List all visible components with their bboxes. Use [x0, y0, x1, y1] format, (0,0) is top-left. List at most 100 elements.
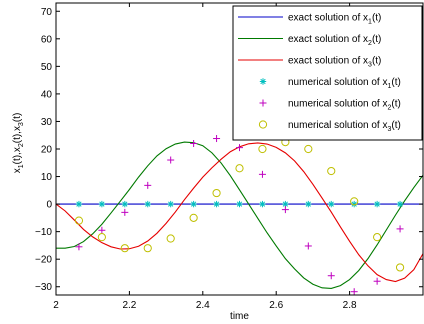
series-5-point-13	[350, 288, 358, 295]
legend-swatch-6-ring	[258, 120, 268, 129]
series-5-point-8	[236, 144, 243, 152]
series-4-point-8-stroke-3	[236, 201, 243, 207]
series-5-point-12	[327, 272, 335, 280]
legend-entry-subscript: 3	[368, 62, 372, 69]
y-tick-label-8: 50	[41, 62, 53, 73]
series-4-point-12-stroke-3	[328, 201, 334, 207]
legend-swatch-4-stroke-3	[260, 78, 266, 85]
legend-entry-text: numerical solution of x	[288, 99, 388, 110]
legend-entry-suffix: (t)	[372, 34, 381, 45]
legend-swatch-4	[259, 78, 267, 85]
legend-entry-text: exact solution of x	[288, 56, 368, 67]
series-6-point-5	[166, 234, 175, 243]
legend-entry-suffix: (t)	[391, 99, 400, 110]
series-4-point-10	[282, 200, 289, 208]
series-6-point-11-ring	[304, 144, 313, 154]
y-tick-label-5: 20	[41, 145, 53, 156]
series-6-point-14	[373, 233, 382, 242]
series-6-point-8-ring	[235, 164, 244, 173]
series-5-point-14	[373, 277, 381, 285]
series-6-point-7-ring	[212, 188, 221, 198]
legend-entry-text: numerical solution of x	[288, 77, 388, 88]
series-4-point-3	[121, 200, 129, 208]
series-6-point-4	[143, 244, 152, 253]
series-4-point-5-stroke-3	[168, 201, 174, 207]
x-tick-label-4: 2.8	[343, 300, 357, 311]
y-axis-label-part: (t),x	[12, 126, 23, 143]
series-5-point-15	[396, 225, 404, 233]
series-4-point-14	[373, 200, 381, 208]
series-5-point-2	[98, 226, 106, 234]
y-tick-label-2: −10	[35, 227, 52, 238]
series-6-point-4-ring	[143, 244, 152, 253]
x-axis-label: time	[230, 311, 249, 322]
series-6-point-2-ring	[97, 233, 106, 242]
series-5-point-4	[144, 181, 152, 189]
series-4-point-6	[190, 200, 197, 208]
y-tick-label-0: −30	[35, 282, 52, 293]
series-4-point-14-stroke-3	[374, 201, 380, 207]
series-6-point-12	[327, 166, 336, 176]
series-4-point-4	[144, 200, 151, 208]
series-4-point-9	[259, 200, 266, 208]
series-5-point-3	[121, 208, 129, 216]
legend-entry-suffix: (t)	[372, 13, 381, 24]
series-6-point-11	[304, 144, 313, 154]
series-5-point-5	[167, 156, 175, 164]
series-5-point-11	[304, 242, 312, 250]
legend-entry-3: exact solution of x3(t)	[288, 56, 381, 69]
y-axis-label-subscript: 1	[18, 164, 25, 168]
legend-entry-subscript: 2	[368, 40, 372, 47]
series-4-point-15	[396, 200, 404, 208]
series-4-point-13-stroke-3	[351, 201, 357, 207]
legend: exact solution of x1(t)exact solution of…	[232, 5, 423, 141]
legend-entry-6: numerical solution of x3(t)	[288, 120, 401, 133]
legend-entry-suffix: (t)	[391, 77, 400, 88]
plot-area	[56, 135, 423, 295]
legend-entry-2: exact solution of x2(t)	[288, 34, 381, 47]
legend-entry-suffix: (t)	[372, 56, 381, 67]
series-5-point-1	[75, 243, 83, 251]
legend-entry-text: exact solution of x	[288, 13, 368, 24]
x-tick-label-3: 2.6	[269, 300, 283, 311]
series-6-point-5-ring	[166, 234, 175, 243]
legend-swatch-5	[259, 99, 267, 107]
series-6-point-12-ring	[327, 166, 336, 176]
series-4-point-9-stroke-3	[259, 201, 266, 207]
legend-entry-5: numerical solution of x2(t)	[288, 99, 401, 112]
series-4-point-15-stroke-3	[397, 201, 403, 207]
y-axis-label-subscript: 2	[18, 143, 25, 147]
series-4-point-5	[167, 200, 174, 208]
series-6-point-2	[97, 233, 106, 242]
x-tick-label-2: 2.4	[196, 300, 210, 311]
y-axis-label-subscript: 3	[18, 122, 25, 126]
series-5-point-6	[190, 139, 198, 147]
legend-entry-subscript: 1	[388, 83, 392, 90]
y-axis-label: x1(t),x2(t),x3(t)	[12, 113, 25, 174]
series-6-point-6-ring	[189, 213, 198, 222]
series-4-point-12	[328, 200, 335, 208]
series-4-point-2	[98, 200, 106, 208]
y-tick-label-4: 10	[41, 172, 53, 183]
legend-entry-suffix: (t)	[391, 120, 400, 131]
series-6-point-13-ring	[350, 197, 359, 206]
x-tick-label-1: 2.2	[122, 300, 136, 311]
series-5-point-10	[281, 206, 289, 214]
series-6-point-13	[350, 197, 359, 206]
legend-entry-subscript: 3	[388, 126, 392, 133]
y-axis-label-part: (t)	[12, 113, 23, 122]
series-4-point-11	[305, 200, 312, 208]
y-tick-label-10: 70	[41, 7, 53, 18]
y-tick-label-9: 60	[41, 34, 53, 45]
series-2-line	[56, 141, 423, 289]
legend-entry-subscript: 2	[388, 105, 392, 112]
x-tick-label-0: 2	[53, 300, 59, 311]
series-4-point-7-stroke-3	[213, 201, 220, 207]
series-group	[56, 135, 423, 295]
series-4-point-10-stroke-3	[282, 201, 289, 207]
y-tick-label-7: 40	[41, 89, 53, 100]
series-6-point-9-ring	[258, 144, 267, 154]
y-tick-label-1: −20	[35, 255, 52, 266]
series-6-point-3	[120, 244, 129, 253]
series-4-point-2-stroke-3	[99, 201, 105, 207]
